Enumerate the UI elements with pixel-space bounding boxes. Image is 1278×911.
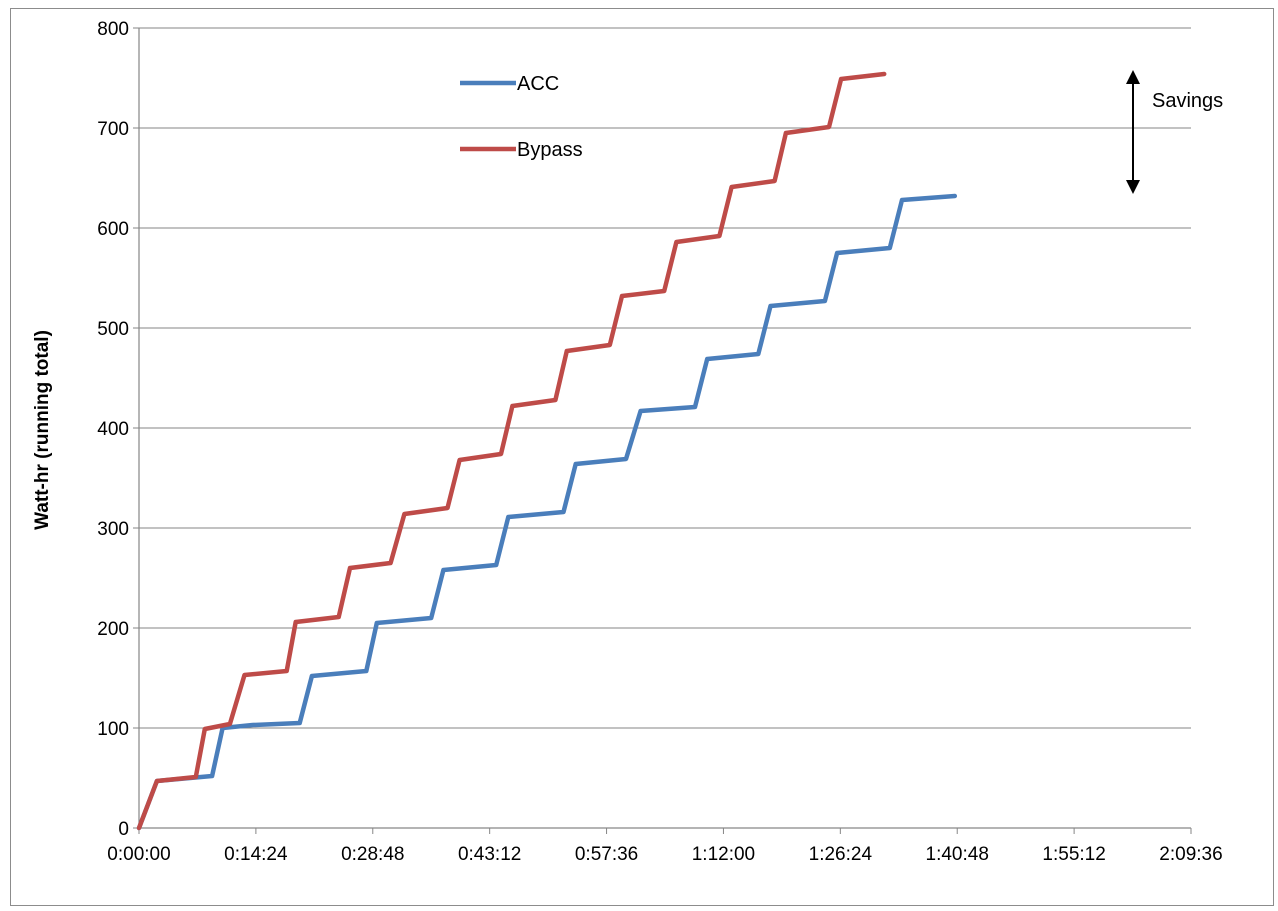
savings-annotation: Savings bbox=[1126, 70, 1223, 194]
y-tick-label: 400 bbox=[97, 419, 129, 440]
gridlines bbox=[133, 27, 1192, 834]
y-axis-title: Watt-hr (running total) bbox=[32, 330, 53, 530]
x-tick-label: 1:40:48 bbox=[926, 844, 989, 865]
savings-arrow-head-up bbox=[1126, 70, 1140, 84]
y-tick-label: 800 bbox=[97, 19, 129, 40]
y-tick-label: 300 bbox=[97, 519, 129, 540]
legend: ACC Bypass bbox=[460, 73, 583, 161]
series-lines bbox=[136, 71, 958, 831]
x-tick-labels: 0:00:00 0:14:24 0:28:48 0:43:12 0:57:36 1:12:… bbox=[107, 844, 1222, 865]
y-tick-label: 500 bbox=[97, 319, 129, 340]
y-tick-label: 700 bbox=[97, 119, 129, 140]
chart-frame bbox=[10, 8, 1274, 906]
legend-label-acc: ACC bbox=[517, 73, 559, 95]
x-tick-label: 0:28:48 bbox=[341, 844, 404, 865]
axes bbox=[138, 28, 1191, 829]
y-tick-labels: 0 100 200 300 400 500 600 700 800 bbox=[97, 19, 129, 840]
x-tick-label: 1:55:12 bbox=[1042, 844, 1105, 865]
x-tick-label: 0:14:24 bbox=[224, 844, 288, 865]
series-line-acc bbox=[136, 193, 958, 831]
y-tick-label: 200 bbox=[97, 619, 129, 640]
savings-arrow-head-down bbox=[1126, 180, 1140, 194]
legend-label-bypass: Bypass bbox=[517, 139, 583, 161]
x-tick-label: 2:09:36 bbox=[1159, 844, 1222, 865]
x-tick-label: 0:43:12 bbox=[458, 844, 521, 865]
y-tick-label: 600 bbox=[97, 219, 129, 240]
x-tick-label: 0:00:00 bbox=[107, 844, 170, 865]
y-tick-label: 100 bbox=[97, 719, 129, 740]
series-line-bypass bbox=[136, 71, 887, 831]
x-tick-label: 0:57:36 bbox=[575, 844, 638, 865]
y-tick-label: 0 bbox=[118, 819, 129, 840]
savings-label: Savings bbox=[1152, 90, 1223, 112]
x-tick-label: 1:26:24 bbox=[809, 844, 873, 865]
x-tick-label: 1:12:00 bbox=[692, 844, 755, 865]
